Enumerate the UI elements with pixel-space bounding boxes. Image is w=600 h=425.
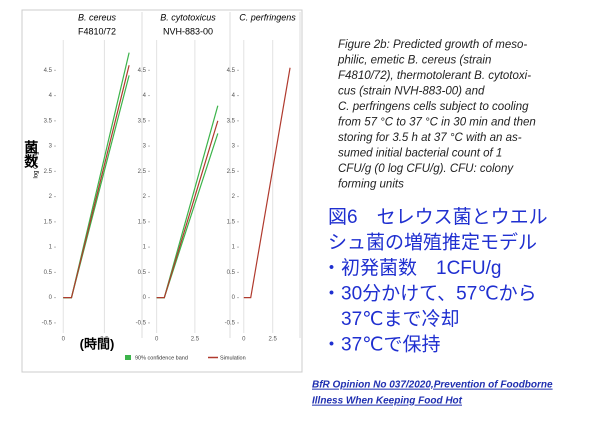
y-tick-label: 3.5 <box>138 118 147 124</box>
note-line: ・37℃で保持 <box>322 334 440 356</box>
caption-line: cus (strain NVH-883-00) and <box>338 86 485 98</box>
panel-title: C. perfringens <box>239 12 296 22</box>
caption-line: CFU/g (0 log CFU/g). CFU: colony <box>338 163 514 175</box>
caption-line: Figure 2b: Predicted growth of meso- <box>338 39 527 51</box>
y-tick-label: 1.5 <box>227 219 236 225</box>
y-tick-label: 0 <box>232 295 236 301</box>
series-line <box>63 65 130 299</box>
note-line: 37℃まで冷却 <box>322 308 459 330</box>
y-tick-label: 2.5 <box>44 169 53 175</box>
y-tick-label: 0 <box>49 295 53 301</box>
legend-label: Simulation <box>220 355 246 361</box>
caption-line: F4810/72), thermotolerant B. cytotoxi- <box>338 70 531 82</box>
caption-line: C. perfringens cells subject to cooling <box>338 101 529 113</box>
caption-line: storing for 3.5 h at 37 °C with an as- <box>338 132 522 144</box>
x-label-ja: (時間) <box>80 336 115 351</box>
y-tick-label: 0.5 <box>44 270 53 276</box>
caption-line: from 57 °C to 37 °C in 30 min and then <box>338 117 536 129</box>
y-tick-label: 1 <box>232 245 236 251</box>
y-tick-label: 0.5 <box>138 270 147 276</box>
panel-subtitle: F4810/72 <box>78 26 116 36</box>
y-tick-label: 2 <box>143 194 147 200</box>
chart-frame <box>21 9 303 373</box>
y-tick-label: 2 <box>49 194 53 200</box>
y-tick-label: -0.5 <box>225 320 236 326</box>
y-tick-label: 2.5 <box>138 169 147 175</box>
y-tick-label: 1 <box>143 245 147 251</box>
reference-link[interactable]: BfR Opinion No 037/2020,Prevention of Fo… <box>312 380 553 391</box>
y-tick-label: 2.5 <box>227 169 236 175</box>
y-tick-label: 3 <box>49 144 53 150</box>
y-tick-label: 4 <box>143 93 147 99</box>
y-tick-label: 1.5 <box>44 219 53 225</box>
y-tick-label: 4 <box>49 93 53 99</box>
y-tick-label: 2 <box>232 194 236 200</box>
note-line: ・30分かけて、57℃から <box>322 283 537 305</box>
y-tick-label: 4.5 <box>138 68 147 74</box>
y-label: log CFU/g <box>34 151 40 178</box>
note-line: シュ菌の増殖推定モデル <box>328 232 537 254</box>
panel-title: B. cereus <box>78 12 117 22</box>
x-tick-label: 0 <box>242 337 246 343</box>
y-tick-label: -0.5 <box>42 320 53 326</box>
y-tick-label: 3.5 <box>227 118 236 124</box>
series-line <box>156 120 219 299</box>
y-tick-label: -0.5 <box>136 320 147 326</box>
y-tick-label: 3 <box>232 144 236 150</box>
y-tick-label: 1.5 <box>138 219 147 225</box>
series-line <box>243 67 291 299</box>
y-label-ja: 菌数 <box>23 139 39 169</box>
y-tick-label: 0.5 <box>227 270 236 276</box>
x-tick-label: 0 <box>62 337 66 343</box>
note-line: ・初発菌数 1CFU/g <box>322 257 501 279</box>
y-tick-label: 1 <box>49 245 53 251</box>
reference-link[interactable]: Illness When Keeping Food Hot <box>312 396 463 407</box>
caption-line: philic, emetic B. cereus (strain <box>337 55 491 67</box>
y-tick-label: 3 <box>143 144 147 150</box>
legend-swatch <box>125 355 131 360</box>
y-tick-label: 3.5 <box>44 118 53 124</box>
x-tick-label: 2.5 <box>191 337 200 343</box>
caption-line: sumed initial bacterial count of 1 <box>338 148 502 160</box>
panel-subtitle: NVH-883-00 <box>163 26 213 36</box>
y-tick-label: 4.5 <box>227 68 236 74</box>
y-tick-label: 0 <box>143 295 147 301</box>
panel-title: B. cytotoxicus <box>160 12 216 22</box>
y-tick-label: 4.5 <box>44 68 53 74</box>
x-tick-label: 0 <box>155 337 159 343</box>
x-tick-label: 2.5 <box>269 337 278 343</box>
x-tick-label: 2.5 <box>100 337 109 343</box>
caption-line: forming units <box>338 179 404 191</box>
note-line: 図6 セレウス菌とウエル <box>328 206 548 228</box>
legend-label: 90% confidence band <box>135 355 188 361</box>
y-tick-label: 4 <box>232 93 236 99</box>
